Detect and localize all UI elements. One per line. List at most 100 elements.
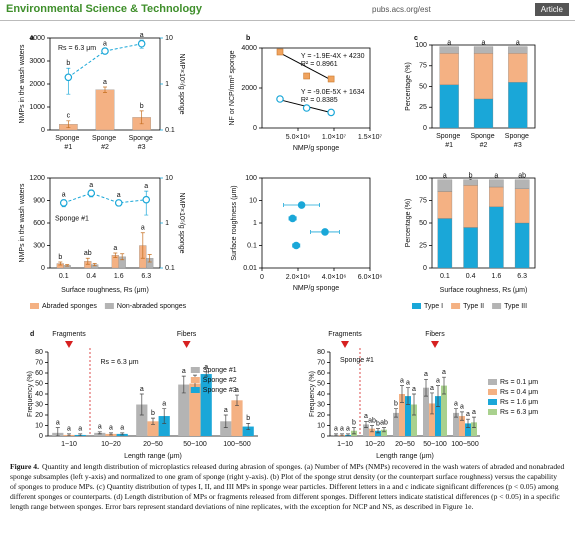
legend-swatch: [190, 367, 200, 373]
error-bar: [66, 67, 71, 95]
panel-label: b: [246, 35, 250, 42]
legend-label: Type II: [463, 303, 484, 310]
point: [302, 104, 311, 112]
y-tick-label: 50: [317, 380, 325, 387]
x-tick-label: 20~50: [143, 441, 163, 448]
bar: [242, 426, 254, 436]
x-tick-label-line: #1: [64, 144, 72, 151]
x-tick-label: 6.3: [141, 273, 151, 280]
y-tick-label: 1: [253, 220, 257, 227]
significance-letter: a: [89, 182, 93, 189]
y2-point: [59, 199, 68, 207]
fit-equation: R² = 0.8961: [301, 61, 338, 68]
y-tick-label: 30: [317, 401, 325, 408]
x-tick-label: 50~100: [183, 441, 207, 448]
y-tick-label: 50: [35, 380, 43, 387]
y-tick-label: 60: [35, 370, 43, 377]
point: [303, 72, 310, 80]
x-tick-label-line: #2: [101, 144, 109, 151]
y-tick-label: 4000: [241, 45, 257, 52]
y-tick-label: 0: [253, 125, 257, 132]
x-tick-label-line: #2: [480, 142, 488, 149]
significance-letter: a: [103, 41, 107, 48]
y-tick-label: 50: [419, 83, 427, 90]
x-tick-label: 4.0×10⁶: [322, 274, 347, 281]
legend-swatch: [488, 409, 497, 415]
y2-point: [64, 73, 73, 82]
significance-letter: a: [516, 40, 520, 47]
y-axis-title: Percentage (%): [405, 199, 412, 248]
region-arrow: [341, 341, 349, 348]
error-bar: [376, 428, 380, 434]
y-tick-label: 0: [41, 127, 45, 134]
error-bar: [382, 427, 386, 433]
x-tick-label: Sponge #2: [92, 135, 118, 151]
legend-swatch: [190, 387, 200, 393]
bar-segment: [463, 185, 478, 228]
x-tick-label-line: Sponge: [470, 133, 496, 140]
y-tick-label: 50: [419, 220, 427, 227]
bar: [381, 429, 387, 436]
point: [327, 75, 335, 83]
significance-letter: a: [460, 404, 464, 411]
significance-letter: b: [58, 254, 62, 261]
y-tick-label: 10: [165, 175, 173, 182]
error-bar: [370, 425, 374, 433]
x-tick-label-line: #3: [514, 142, 522, 149]
region-arrow: [65, 341, 73, 348]
error-bar: [430, 392, 434, 415]
error-bar: [97, 431, 102, 435]
point: [292, 241, 301, 250]
x-tick-label: 1~10: [337, 441, 353, 448]
significance-letter: a: [424, 371, 428, 378]
x-tick-label: 100~500: [451, 441, 479, 448]
significance-letter: ab: [518, 173, 526, 180]
bar: [405, 396, 411, 436]
x-tick-label: Sponge #1: [436, 133, 462, 149]
legend-swatch: [104, 303, 114, 309]
error-bar: [400, 385, 404, 403]
y-axis-title: Surface roughness (μm): [231, 185, 238, 260]
x-tick-label-line: Sponge: [92, 135, 118, 142]
error-bar: [85, 257, 90, 265]
error-bar: [113, 252, 118, 258]
y-tick-label: 80: [35, 349, 43, 356]
fit-line: [279, 52, 332, 81]
significance-letter: a: [443, 173, 447, 180]
legend-label: Sponge #1: [203, 367, 237, 374]
significance-letter: ab: [380, 419, 388, 426]
bar: [136, 404, 148, 436]
bar: [423, 387, 429, 436]
significance-letter: a: [78, 426, 82, 433]
x-axis-title: NMP/g sponge: [293, 285, 339, 292]
y-tick-label: 900: [33, 197, 45, 204]
panel-label: d: [30, 331, 34, 338]
legend-swatch: [492, 303, 502, 309]
y-tick-label: 1000: [29, 104, 45, 111]
significance-letter: a: [56, 419, 60, 426]
panel-label: c: [414, 35, 418, 42]
y-tick-label: 3000: [29, 58, 45, 65]
bar-segment: [463, 227, 478, 269]
bar-segment: [463, 179, 478, 186]
bar: [158, 416, 170, 436]
significance-letter: a: [334, 426, 338, 433]
y-tick-label: 0.1: [165, 127, 175, 134]
y-tick-label: 10: [165, 35, 173, 42]
legend-label: Abraded sponges: [42, 303, 97, 310]
significance-letter: ab: [368, 417, 376, 424]
legend-swatch: [30, 303, 39, 309]
x-tick-label-line: Sponge: [436, 133, 462, 140]
bar: [393, 412, 399, 436]
error-bar: [436, 385, 440, 407]
y-axis-title: NMPs in the wash waters: [19, 44, 26, 123]
error-bar: [364, 420, 368, 428]
point: [297, 201, 306, 209]
y-tick-label: 100: [245, 175, 257, 182]
significance-letter: a: [109, 425, 113, 432]
bar: [200, 374, 212, 436]
x-tick-label: 1.0×10⁷: [322, 134, 347, 141]
bar: [453, 412, 459, 436]
y-tick-label: 75: [419, 197, 427, 204]
bar-segment: [439, 53, 459, 85]
